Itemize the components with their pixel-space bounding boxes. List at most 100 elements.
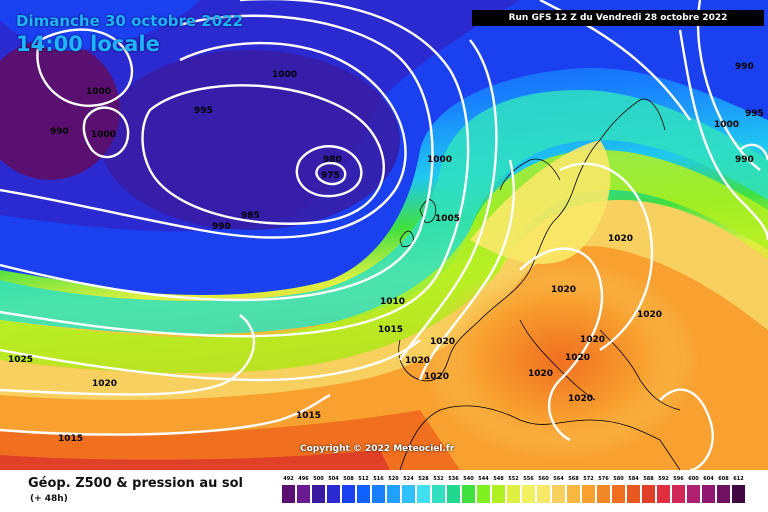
scale-tick-label: 596 (673, 476, 684, 482)
scale-tick-label: 536 (448, 476, 459, 482)
scale-tick-label: 600 (688, 476, 699, 482)
weather-map: 1000 1000 990 1000 995 1000 980 975 985 … (0, 0, 768, 470)
scale-tick-label: 568 (568, 476, 579, 482)
pressure-label: 1020 (568, 394, 593, 404)
isobar-1015-south (0, 393, 331, 436)
scale-swatch (522, 485, 535, 503)
pressure-label: 990 (212, 222, 231, 232)
isobar-1010 (418, 159, 515, 381)
scale-tick-label: 528 (418, 476, 429, 482)
scale-tick-label: 584 (628, 476, 639, 482)
pressure-label: 985 (241, 211, 260, 221)
scale-swatch (702, 485, 715, 503)
scale-swatch (357, 485, 370, 503)
mediterranean-high (420, 260, 700, 460)
scale-swatch (552, 485, 565, 503)
scale-swatch (627, 485, 640, 503)
pressure-label: 1020 (430, 337, 455, 347)
isobar-1005 (399, 39, 498, 361)
scale-swatch (327, 485, 340, 503)
trough-core (100, 50, 400, 230)
greenland-blue (0, 0, 200, 51)
scale-tick-label: 520 (388, 476, 399, 482)
isobar-980 (295, 145, 363, 198)
color-scale: 492 496 500 504 508 512 516 520 524 528 532 536 540 5… (282, 476, 752, 506)
scale-swatch (717, 485, 730, 503)
isobar-990 (0, 41, 407, 239)
scale-swatch (597, 485, 610, 503)
isobar-1000-main (0, 0, 470, 338)
scale-tick-label: 548 (493, 476, 504, 482)
scale-swatch (312, 485, 325, 503)
scale-swatch (387, 485, 400, 503)
mid-geopotential-band (0, 90, 768, 335)
pressure-label: 1015 (58, 434, 83, 444)
scale-tick-label: 492 (283, 476, 294, 482)
pressure-label: 1025 (8, 355, 33, 365)
scale-tick-label: 512 (358, 476, 369, 482)
isobar-990-east (739, 143, 768, 161)
pressure-label: 1020 (580, 335, 605, 345)
isobars (0, 0, 768, 470)
pressure-label: 1010 (380, 297, 405, 307)
scale-tick-label: 524 (403, 476, 414, 482)
scale-swatch (402, 485, 415, 503)
pressure-label: 1000 (714, 120, 739, 130)
scale-tick-label: 564 (553, 476, 564, 482)
scale-tick-label: 540 (463, 476, 474, 482)
isobar-1015-west (0, 339, 421, 382)
scale-swatch (507, 485, 520, 503)
scale-tick-label: 604 (703, 476, 714, 482)
isobar-995 (0, 14, 434, 302)
scale-swatch (477, 485, 490, 503)
pressure-label: 995 (745, 109, 764, 119)
pressure-label: 1020 (565, 353, 590, 363)
scale-swatch (582, 485, 595, 503)
southern-hot-field (0, 450, 390, 470)
scale-swatch (657, 485, 670, 503)
pressure-label: 990 (735, 155, 754, 165)
scale-swatch (642, 485, 655, 503)
scale-swatch (447, 485, 460, 503)
run-info: Run GFS 12 Z du Vendredi 28 octobre 2022 (472, 10, 764, 26)
scale-tick-label: 612 (733, 476, 744, 482)
time-title: 14:00 locale (16, 32, 160, 56)
pressure-label: 1015 (296, 411, 321, 421)
scale-tick-label: 552 (508, 476, 519, 482)
pressure-label: 1005 (435, 214, 460, 224)
scale-tick-label: 580 (613, 476, 624, 482)
pressure-label: 1000 (91, 130, 116, 140)
forecast-horizon: (+ 48h) (30, 494, 68, 504)
pressure-label: 990 (50, 127, 69, 137)
isobar-1020-europe (519, 247, 603, 442)
isobar-1000-east (678, 29, 768, 241)
scale-tick-label: 576 (598, 476, 609, 482)
isobar-985 (141, 84, 385, 225)
europe-warm-tongue (470, 140, 611, 264)
scale-tick-label: 516 (373, 476, 384, 482)
isobar-975 (315, 161, 347, 186)
pressure-label: 1020 (528, 369, 553, 379)
legend-footer: Géop. Z500 & pression au sol (+ 48h) 492… (0, 470, 768, 512)
pressure-labels: 1000 1000 990 1000 995 1000 980 975 985 … (8, 62, 764, 444)
scale-swatch (297, 485, 310, 503)
scale-swatch (687, 485, 700, 503)
pressure-label: 1015 (378, 325, 403, 335)
pressure-label: 1000 (427, 155, 452, 165)
scale-tick-label: 556 (523, 476, 534, 482)
pressure-label: 1020 (424, 372, 449, 382)
pressure-label: 1000 (86, 87, 111, 97)
scale-swatch (372, 485, 385, 503)
isobar-1020-central (559, 162, 654, 351)
pressure-label: 980 (323, 155, 342, 165)
scale-swatch (492, 485, 505, 503)
scale-swatch (432, 485, 445, 503)
scale-tick-label: 532 (433, 476, 444, 482)
scale-swatch (567, 485, 580, 503)
scale-swatch (342, 485, 355, 503)
pressure-label: 1020 (637, 310, 662, 320)
product-title: Géop. Z500 & pression au sol (28, 476, 243, 491)
scale-tick-label: 504 (328, 476, 339, 482)
copyright-notice: Copyright © 2022 Meteociel.fr (300, 444, 455, 454)
scale-tick-label: 500 (313, 476, 324, 482)
